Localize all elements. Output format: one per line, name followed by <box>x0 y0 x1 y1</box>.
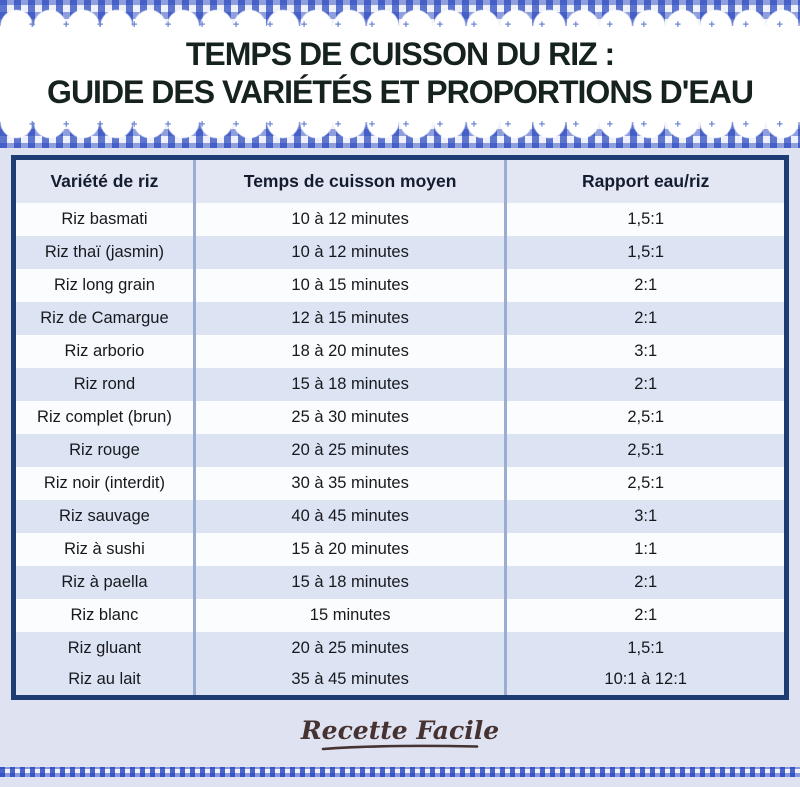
water-ratio-cell: 2,5:1 <box>504 466 787 500</box>
variety-cell: Riz gluant <box>13 631 195 665</box>
cooking-time-cell: 10 à 15 minutes <box>192 268 506 302</box>
table-header-row: Variété de riz Temps de cuisson moyen Ra… <box>13 157 787 203</box>
variety-cell: Riz arborio <box>13 334 195 368</box>
variety-cell: Riz thaï (jasmin) <box>13 235 195 269</box>
variety-cell: Riz au lait <box>13 664 195 698</box>
water-ratio-cell: 1,5:1 <box>504 631 787 665</box>
cooking-time-cell: 20 à 25 minutes <box>192 433 506 467</box>
brand-logo: Recette Facile <box>300 715 500 745</box>
variety-cell: Riz blanc <box>13 598 195 632</box>
table-row: Riz à sushi 15 à 20 minutes 1:1 <box>13 532 787 566</box>
cooking-time-cell: 30 à 35 minutes <box>192 466 506 500</box>
variety-cell: Riz noir (interdit) <box>13 466 195 500</box>
water-ratio-cell: 2:1 <box>504 268 787 302</box>
water-ratio-cell: 1:1 <box>504 532 787 566</box>
cooking-time-cell: 15 à 20 minutes <box>192 532 506 566</box>
cooking-time-cell: 12 à 15 minutes <box>192 301 506 335</box>
table-row: Riz complet (brun) 25 à 30 minutes 2,5:1 <box>13 400 787 434</box>
cooking-time-cell: 10 à 12 minutes <box>192 202 506 236</box>
table-row: Riz de Camargue 12 à 15 minutes 2:1 <box>13 301 787 335</box>
table-row: Riz rond 15 à 18 minutes 2:1 <box>13 367 787 401</box>
footer: Recette Facile <box>0 700 800 767</box>
water-ratio-cell: 2,5:1 <box>504 433 787 467</box>
top-gingham-lace-band: + + + + + + + + + + + + + + + + + + + + … <box>0 0 800 33</box>
water-ratio-cell: 3:1 <box>504 499 787 533</box>
scallop-edge <box>0 0 800 33</box>
table-row: Riz basmati 10 à 12 minutes 1,5:1 <box>13 202 787 236</box>
column-header-cooking-time: Temps de cuisson moyen <box>192 157 506 203</box>
bottom-gingham-strip <box>0 767 800 777</box>
page-title-line1: TEMPS DE CUISSON DU RIZ : <box>185 36 615 73</box>
cooking-time-cell: 10 à 12 minutes <box>192 235 506 269</box>
table-row: Riz blanc 15 minutes 2:1 <box>13 598 787 632</box>
page-title: TEMPS DE CUISSON DU RIZ : GUIDE DES VARI… <box>47 36 754 112</box>
brand-underline-swoosh <box>321 744 479 750</box>
table-row: Riz à paella 15 à 18 minutes 2:1 <box>13 565 787 599</box>
table-header: Variété de riz Temps de cuisson moyen Ra… <box>13 157 787 203</box>
table-row: Riz rouge 20 à 25 minutes 2,5:1 <box>13 433 787 467</box>
lace-cross-row: + + + + + + + + + + + + + + + + + + + + … <box>29 117 783 128</box>
table-row: Riz thaï (jasmin) 10 à 12 minutes 1,5:1 <box>13 235 787 269</box>
lace-cross-row: + + + + + + + + + + + + + + + + + + + + … <box>29 20 783 31</box>
bottom-gingham-lace-band: + + + + + + + + + + + + + + + + + + + + … <box>0 115 800 148</box>
table-row: Riz au lait 35 à 45 minutes 10:1 à 12:1 <box>13 664 787 698</box>
variety-cell: Riz à paella <box>13 565 195 599</box>
cooking-time-cell: 18 à 20 minutes <box>192 334 506 368</box>
table-row: Riz noir (interdit) 30 à 35 minutes 2,5:1 <box>13 466 787 500</box>
cooking-time-cell: 20 à 25 minutes <box>192 631 506 665</box>
variety-cell: Riz rond <box>13 367 195 401</box>
cooking-time-cell: 15 minutes <box>192 598 506 632</box>
variety-cell: Riz complet (brun) <box>13 400 195 434</box>
variety-cell: Riz de Camargue <box>13 301 195 335</box>
water-ratio-cell: 1,5:1 <box>504 235 787 269</box>
variety-cell: Riz basmati <box>13 202 195 236</box>
cooking-time-cell: 35 à 45 minutes <box>192 664 506 698</box>
cooking-time-cell: 15 à 18 minutes <box>192 565 506 599</box>
variety-cell: Riz long grain <box>13 268 195 302</box>
cooking-time-cell: 25 à 30 minutes <box>192 400 506 434</box>
table-row: Riz sauvage 40 à 45 minutes 3:1 <box>13 499 787 533</box>
water-ratio-cell: 2:1 <box>504 367 787 401</box>
table-body: Riz basmati 10 à 12 minutes 1,5:1 Riz thaï … <box>13 202 787 698</box>
page-title-line2: GUIDE DES VARIÉTÉS ET PROPORTIONS D'EAU <box>47 74 754 110</box>
water-ratio-cell: 10:1 à 12:1 <box>504 664 787 698</box>
variety-cell: Riz à sushi <box>13 532 195 566</box>
table-row: Riz gluant 20 à 25 minutes 1,5:1 <box>13 631 787 665</box>
water-ratio-cell: 2:1 <box>504 598 787 632</box>
main-content: Variété de riz Temps de cuisson moyen Ra… <box>0 148 800 700</box>
cooking-time-cell: 15 à 18 minutes <box>192 367 506 401</box>
water-ratio-cell: 2,5:1 <box>504 400 787 434</box>
variety-cell: Riz rouge <box>13 433 195 467</box>
water-ratio-cell: 2:1 <box>504 565 787 599</box>
water-ratio-cell: 3:1 <box>504 334 787 368</box>
rice-cooking-table: Variété de riz Temps de cuisson moyen Ra… <box>11 155 789 700</box>
column-header-variety: Variété de riz <box>13 157 195 203</box>
variety-cell: Riz sauvage <box>13 499 195 533</box>
header: TEMPS DE CUISSON DU RIZ : GUIDE DES VARI… <box>0 33 800 115</box>
table-row: Riz long grain 10 à 15 minutes 2:1 <box>13 268 787 302</box>
column-header-water-ratio: Rapport eau/riz <box>504 157 787 203</box>
water-ratio-cell: 2:1 <box>504 301 787 335</box>
water-ratio-cell: 1,5:1 <box>504 202 787 236</box>
table-row: Riz arborio 18 à 20 minutes 3:1 <box>13 334 787 368</box>
cooking-time-cell: 40 à 45 minutes <box>192 499 506 533</box>
